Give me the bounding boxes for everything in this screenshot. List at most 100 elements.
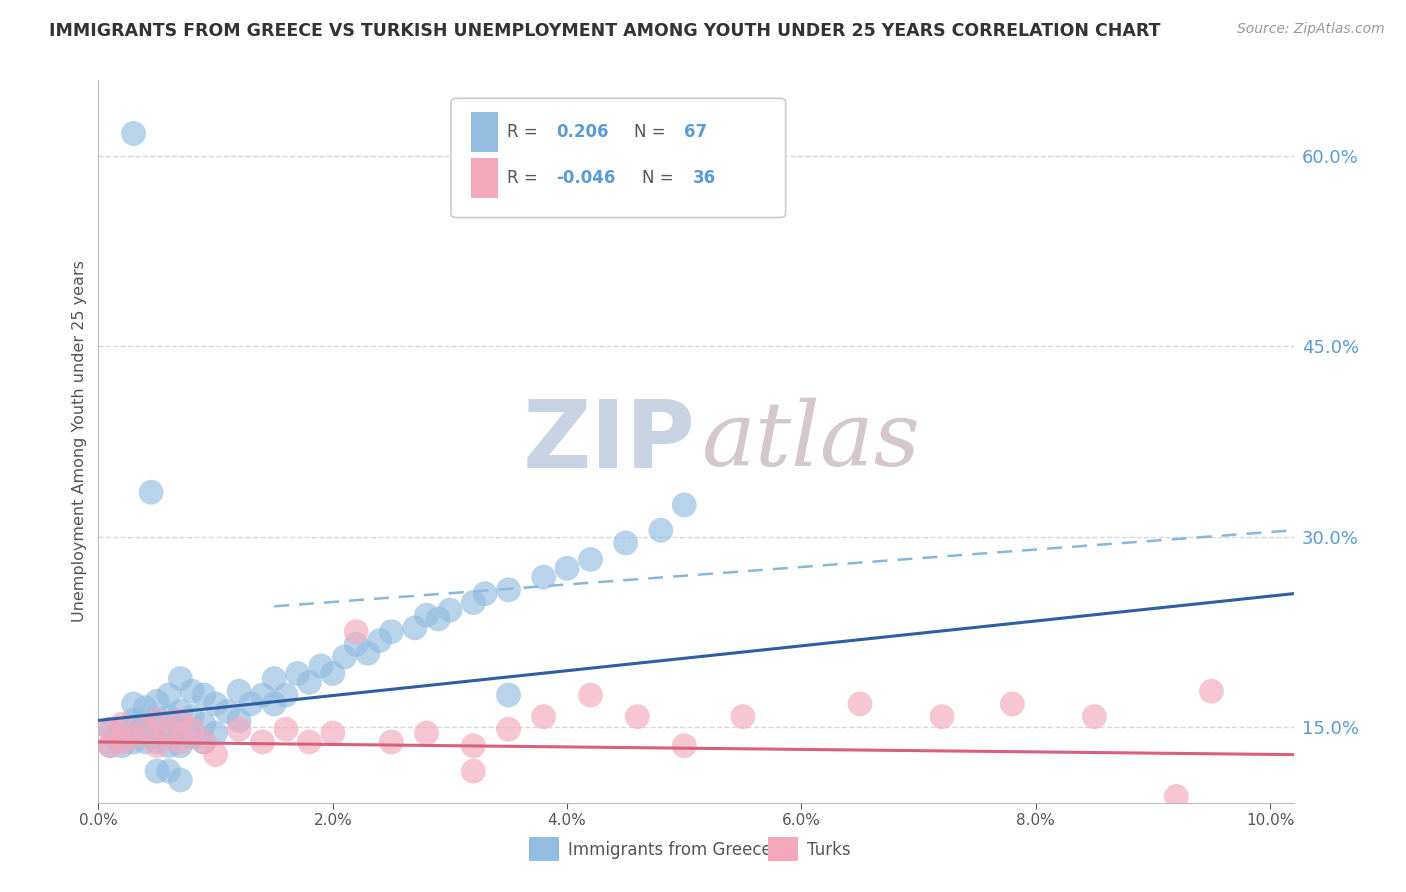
Immigrants from Greece	[344, 637, 367, 651]
Immigrants from Greece	[157, 688, 180, 702]
Immigrants from Greece	[498, 688, 520, 702]
Immigrants from Greece	[193, 735, 215, 749]
Turks	[98, 723, 121, 737]
Immigrants from Greece	[439, 603, 461, 617]
Turks	[463, 739, 485, 753]
Immigrants from Greece	[181, 709, 204, 723]
Turks	[322, 726, 344, 740]
Immigrants from Greece	[105, 730, 128, 744]
Immigrants from Greece	[673, 498, 696, 512]
Text: 0.206: 0.206	[557, 123, 609, 141]
Turks	[181, 723, 204, 737]
Turks	[252, 735, 274, 749]
Turks	[463, 764, 485, 778]
Turks	[204, 747, 226, 762]
Turks	[498, 723, 520, 737]
Text: Source: ZipAtlas.com: Source: ZipAtlas.com	[1237, 22, 1385, 37]
Immigrants from Greece	[98, 739, 121, 753]
Turks	[169, 714, 191, 728]
Immigrants from Greece	[287, 666, 309, 681]
Immigrants from Greece	[427, 612, 450, 626]
Immigrants from Greece	[274, 688, 297, 702]
Immigrants from Greece	[111, 739, 134, 753]
Immigrants from Greece	[146, 694, 169, 708]
Text: IMMIGRANTS FROM GREECE VS TURKISH UNEMPLOYMENT AMONG YOUTH UNDER 25 YEARS CORREL: IMMIGRANTS FROM GREECE VS TURKISH UNEMPL…	[49, 22, 1161, 40]
Immigrants from Greece	[650, 523, 672, 537]
Immigrants from Greece	[298, 675, 321, 690]
Turks	[228, 723, 250, 737]
Immigrants from Greece	[128, 726, 150, 740]
Turks	[146, 739, 169, 753]
FancyBboxPatch shape	[471, 112, 498, 153]
Immigrants from Greece	[122, 714, 145, 728]
Immigrants from Greece	[252, 688, 274, 702]
Turks	[1166, 789, 1188, 804]
Turks	[380, 735, 402, 749]
Immigrants from Greece	[157, 764, 180, 778]
Immigrants from Greece	[404, 621, 426, 635]
Turks	[579, 688, 602, 702]
Turks	[415, 726, 437, 740]
Turks	[274, 723, 297, 737]
Y-axis label: Unemployment Among Youth under 25 years: Unemployment Among Youth under 25 years	[72, 260, 87, 623]
Immigrants from Greece	[111, 723, 134, 737]
Turks	[298, 735, 321, 749]
Immigrants from Greece	[141, 485, 163, 500]
Turks	[673, 739, 696, 753]
Turks	[98, 739, 121, 753]
Turks	[931, 709, 953, 723]
Immigrants from Greece	[415, 608, 437, 623]
Immigrants from Greece	[463, 595, 485, 609]
FancyBboxPatch shape	[768, 838, 797, 861]
Turks	[146, 714, 169, 728]
Immigrants from Greece	[181, 684, 204, 698]
Immigrants from Greece	[533, 570, 555, 584]
Immigrants from Greece	[98, 723, 121, 737]
Immigrants from Greece	[134, 714, 156, 728]
Turks	[169, 735, 191, 749]
Immigrants from Greece	[157, 709, 180, 723]
Text: atlas: atlas	[702, 398, 921, 485]
Immigrants from Greece	[146, 714, 169, 728]
Immigrants from Greece	[555, 561, 578, 575]
Turks	[533, 709, 555, 723]
Immigrants from Greece	[134, 735, 156, 749]
Immigrants from Greece	[169, 705, 191, 719]
Turks	[1201, 684, 1223, 698]
Text: Turks: Turks	[807, 841, 851, 859]
Text: -0.046: -0.046	[557, 169, 616, 186]
Immigrants from Greece	[146, 735, 169, 749]
Immigrants from Greece	[239, 697, 262, 711]
Turks	[193, 735, 215, 749]
Text: N =: N =	[634, 123, 671, 141]
Turks	[626, 709, 648, 723]
FancyBboxPatch shape	[471, 158, 498, 198]
Turks	[1001, 697, 1024, 711]
Text: R =: R =	[508, 169, 543, 186]
Immigrants from Greece	[368, 633, 391, 648]
Immigrants from Greece	[169, 723, 191, 737]
Turks	[111, 717, 134, 731]
Immigrants from Greece	[193, 688, 215, 702]
Turks	[157, 726, 180, 740]
Immigrants from Greece	[204, 697, 226, 711]
Turks	[122, 730, 145, 744]
FancyBboxPatch shape	[451, 98, 786, 218]
Text: ZIP: ZIP	[523, 395, 696, 488]
Turks	[344, 624, 367, 639]
FancyBboxPatch shape	[529, 838, 558, 861]
Immigrants from Greece	[193, 717, 215, 731]
Immigrants from Greece	[498, 582, 520, 597]
Immigrants from Greece	[157, 726, 180, 740]
Immigrants from Greece	[309, 659, 332, 673]
Immigrants from Greece	[322, 666, 344, 681]
Text: N =: N =	[643, 169, 679, 186]
Immigrants from Greece	[333, 650, 356, 665]
Immigrants from Greece	[380, 624, 402, 639]
Text: 67: 67	[685, 123, 707, 141]
Immigrants from Greece	[217, 705, 239, 719]
Immigrants from Greece	[169, 672, 191, 686]
Immigrants from Greece	[134, 700, 156, 714]
Immigrants from Greece	[474, 587, 496, 601]
Immigrants from Greece	[579, 552, 602, 566]
